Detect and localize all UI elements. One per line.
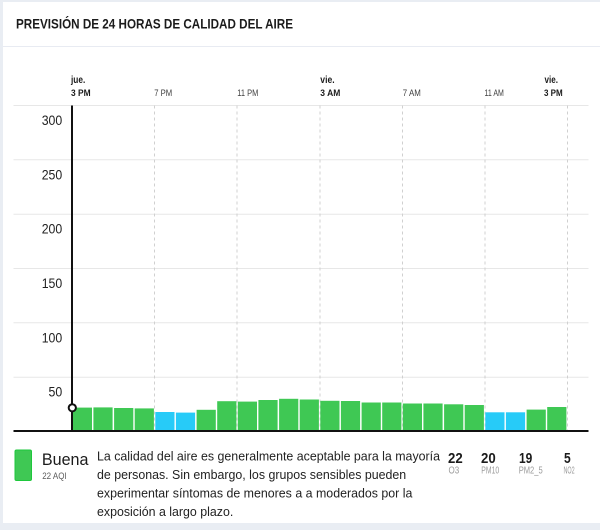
svg-text:O3: O3 — [449, 465, 460, 477]
svg-text:PM2_5: PM2_5 — [519, 465, 543, 477]
svg-text:7 PM: 7 PM — [154, 88, 172, 99]
svg-text:vie.: vie. — [545, 75, 559, 86]
svg-text:7 AM: 7 AM — [403, 88, 421, 99]
svg-text:Buena: Buena — [42, 451, 90, 469]
svg-text:250: 250 — [42, 167, 63, 183]
svg-text:100: 100 — [42, 330, 63, 346]
svg-text:200: 200 — [42, 222, 63, 238]
svg-text:exposición a largo plazo.: exposición a largo plazo. — [97, 504, 233, 519]
svg-text:NO2: NO2 — [564, 465, 575, 477]
svg-text:La calidad del aire es general: La calidad del aire es generalmente acep… — [97, 448, 441, 463]
svg-text:PM10: PM10 — [481, 465, 499, 477]
svg-text:jue.: jue. — [70, 75, 85, 86]
svg-text:11 AM: 11 AM — [485, 88, 504, 99]
svg-text:22: 22 — [448, 450, 463, 467]
svg-text:3 PM: 3 PM — [544, 88, 563, 99]
svg-text:20: 20 — [481, 450, 496, 467]
svg-text:50: 50 — [49, 385, 63, 401]
svg-text:de personas. Sin embargo, los: de personas. Sin embargo, los grupos sen… — [97, 467, 406, 482]
svg-text:vie.: vie. — [320, 75, 334, 86]
svg-text:3 AM: 3 AM — [320, 88, 340, 99]
svg-text:150: 150 — [42, 276, 63, 292]
svg-text:11 PM: 11 PM — [237, 88, 258, 99]
svg-text:3 PM: 3 PM — [71, 88, 91, 99]
svg-text:19: 19 — [519, 450, 532, 467]
svg-text:300: 300 — [42, 113, 63, 129]
svg-text:PREVISIÓN DE 24 HORAS DE CALID: PREVISIÓN DE 24 HORAS DE CALIDAD DEL AIR… — [16, 15, 293, 32]
svg-text:experimentar síntomas de menor: experimentar síntomas de menores a a mod… — [97, 485, 413, 500]
svg-text:22 AQI: 22 AQI — [42, 471, 66, 481]
svg-text:5: 5 — [564, 450, 571, 467]
